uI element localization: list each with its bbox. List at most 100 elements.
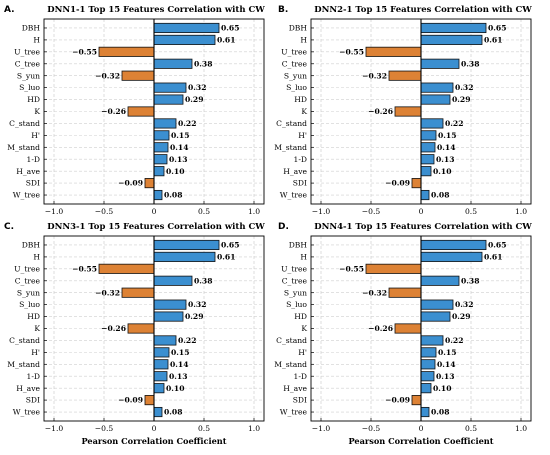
data-label: 0.15 [171,131,190,140]
y-tick-label: S_luo [19,300,40,309]
y-tick-label: H [300,253,307,262]
data-label: −0.32 [95,71,120,80]
bar-DBH [153,239,220,251]
data-label: 0.08 [164,191,183,200]
bar-H' [153,130,170,141]
chart-panel-1: A. DNN1-1 Top 15 Features Correlation wit… [4,5,265,216]
bar-C_stand [420,118,444,129]
y-tick-label: HD [294,95,307,104]
bar-H [420,34,483,45]
bar-H [420,251,483,262]
y-tick-label: H_ave [16,167,40,176]
y-tick-label: S_luo [286,300,307,309]
panel-label: D. [278,222,289,232]
data-label: 0.29 [185,95,204,104]
y-tick-label: K [34,324,40,333]
data-label: 0.65 [488,241,507,250]
y-tick-label: H' [298,348,307,357]
bar-W_tree [153,406,163,418]
bar-K [394,106,422,117]
y-tick-label: DBH [289,24,308,33]
data-label: 0.14 [170,360,189,369]
x-tick-label: −1.0 [312,424,331,433]
data-label: 0.38 [461,276,480,285]
data-label: −0.55 [339,47,364,56]
bar-H_ave [153,166,165,177]
data-label: −0.09 [385,179,410,188]
data-label: 0.10 [433,167,452,176]
bar-SDI [411,178,422,189]
y-tick-label: 1-D [27,155,41,164]
x-tick-label: −1.0 [312,207,331,216]
data-label: 0.38 [194,59,213,68]
data-label: 0.61 [484,253,503,262]
panel-label: B. [278,5,288,15]
y-tick-label: DBH [22,24,41,33]
bar-H' [420,347,437,358]
y-tick-label: S_luo [19,83,40,92]
data-label: −0.32 [362,71,387,80]
data-label: −0.55 [72,47,97,56]
x-axis-label: Pearson Correlation Coefficient [348,436,493,446]
y-tick-label: C_stand [276,336,307,345]
panel-label: C. [4,222,14,232]
bar-1-D [153,154,168,165]
data-label: 0.65 [221,24,240,33]
data-label: −0.09 [385,396,410,405]
data-label: −0.26 [101,324,126,333]
bar-K [394,323,422,334]
data-label: 0.29 [452,95,471,104]
y-tick-label: C_stand [276,119,307,128]
bar-H' [420,130,437,141]
bar-C_tree [420,275,460,286]
bar-C_tree [153,275,193,286]
x-tick-label: 1.0 [248,424,260,433]
y-tick-label: S_yun [284,288,307,297]
y-tick-label: H' [31,131,40,140]
bar-S_yun [388,70,422,81]
data-label: 0.10 [166,167,185,176]
data-label: −0.55 [72,264,97,273]
data-label: 0.14 [170,143,189,152]
y-tick-label: H [33,36,40,45]
y-tick-label: 1-D [294,155,308,164]
x-tick-label: 1.0 [515,207,527,216]
x-tick-label: 1.0 [248,207,260,216]
data-label: 0.13 [436,372,455,381]
bar-M_stand [153,359,169,370]
data-label: 0.15 [438,348,457,357]
data-label: 0.22 [445,119,464,128]
bar-SDI [411,395,422,406]
x-tick-label: −0.5 [95,424,114,433]
y-tick-label: U_tree [281,47,307,56]
bar-SDI [144,178,155,189]
data-label: 0.14 [437,143,456,152]
x-tick-label: −0.5 [362,207,381,216]
y-tick-label: C_tree [15,276,41,285]
bar-1-D [420,371,435,382]
y-tick-label: 1-D [27,372,41,381]
y-tick-label: SDI [26,396,40,405]
bar-U_tree [98,46,155,57]
x-tick-label: −1.0 [45,424,64,433]
bar-C_tree [153,58,193,69]
data-label: 0.38 [461,59,480,68]
data-label: 0.13 [169,372,188,381]
data-label: −0.55 [339,264,364,273]
y-tick-label: C_tree [282,59,308,68]
data-label: 0.15 [438,131,457,140]
y-tick-label: H [33,253,40,262]
y-tick-label: M_stand [274,360,307,369]
y-tick-label: H' [31,348,40,357]
bar-C_tree [420,58,460,69]
y-tick-label: K [301,324,307,333]
y-tick-label: C_tree [282,276,308,285]
bar-U_tree [365,46,422,57]
data-label: 0.29 [452,312,471,321]
y-tick-label: DBH [22,241,41,250]
y-tick-label: W_tree [13,191,41,200]
bar-M_stand [153,142,169,153]
y-tick-label: U_tree [14,264,40,273]
y-tick-label: DBH [289,241,308,250]
